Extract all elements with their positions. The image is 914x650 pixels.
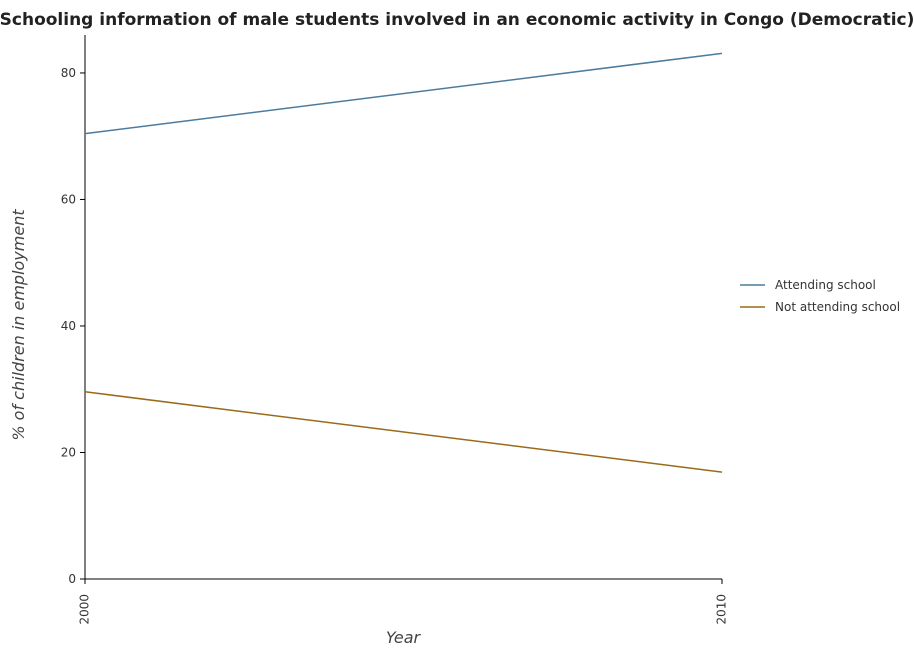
y-tick-label: 60 <box>61 192 76 206</box>
series-line-attending-school <box>84 52 723 135</box>
y-ticks: 0 20 40 60 80 <box>61 66 85 586</box>
chart-title: Schooling information of male students i… <box>0 10 914 30</box>
series-lines <box>84 52 723 473</box>
y-tick-label: 40 <box>61 319 76 333</box>
plot-area: 0 20 40 60 80 2000 2010 <box>61 35 729 625</box>
legend-label: Not attending school <box>775 300 900 314</box>
y-tick-label: 20 <box>61 445 76 459</box>
legend-label: Attending school <box>775 278 876 292</box>
x-tick-label: 2010 <box>715 594 729 625</box>
x-tick-label: 2000 <box>78 594 92 625</box>
y-axis-title: % of children in employment <box>9 209 28 441</box>
x-ticks: 2000 2010 <box>78 579 729 625</box>
legend: Attending school Not attending school <box>740 278 900 314</box>
x-axis-title: Year <box>386 628 422 647</box>
y-tick-label: 0 <box>68 572 76 586</box>
series-line-not-attending-school <box>84 391 723 473</box>
y-tick-label: 80 <box>61 66 76 80</box>
